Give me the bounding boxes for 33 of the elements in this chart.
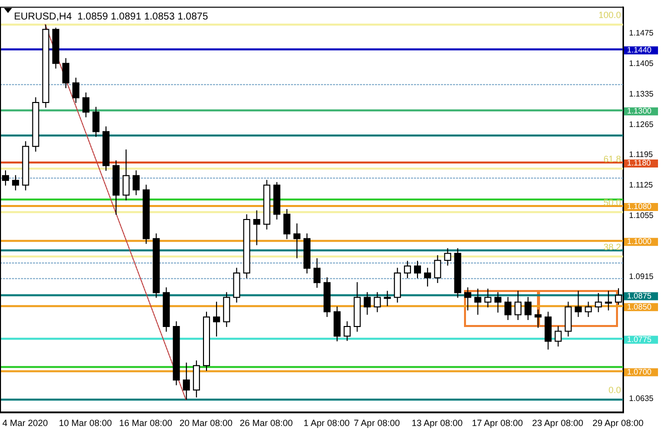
annotation: 100.0 bbox=[598, 10, 621, 20]
x-tick-label: 13 Apr 08:00 bbox=[412, 418, 463, 428]
ref-line-label: 1.1000 bbox=[627, 237, 652, 246]
y-tick-label: 1.1265 bbox=[629, 120, 654, 129]
x-tick-label: 23 Apr 08:00 bbox=[532, 418, 584, 428]
y-tick-label: 1.1335 bbox=[629, 89, 654, 98]
ref-line-label: 1.0700 bbox=[627, 368, 652, 377]
x-tick-label: 17 Apr 08:00 bbox=[472, 418, 523, 428]
x-tick-label: 4 Mar 2020 bbox=[2, 418, 48, 428]
y-tick-label: 1.1055 bbox=[629, 211, 654, 220]
x-tick-label: 16 Mar 08:00 bbox=[119, 418, 172, 428]
text: EURUSD,H4 1.0859 1.0891 1.0853 1.0875 bbox=[14, 12, 208, 23]
y-tick-label: 1.1475 bbox=[629, 28, 654, 38]
x-tick-label: 26 Mar 08:00 bbox=[240, 418, 293, 428]
x-tick-label: 20 Mar 08:00 bbox=[179, 418, 233, 428]
ref-line-label: 1.1180 bbox=[627, 158, 652, 168]
x-tick-label: 7 Apr 08:00 bbox=[354, 418, 400, 428]
y-tick-label: 1.1405 bbox=[629, 58, 654, 68]
x-tick-label: 10 Mar 08:00 bbox=[58, 418, 112, 428]
x-tick-label: 1 Apr 08:00 bbox=[304, 418, 350, 428]
y-tick-label: 1.1125 bbox=[629, 180, 654, 190]
ref-line-label: 1.0875 bbox=[627, 291, 652, 300]
annotation: 38.2 bbox=[603, 242, 621, 252]
y-tick-label: 1.0915 bbox=[629, 272, 654, 281]
ref-line-label: 1.0775 bbox=[627, 334, 652, 344]
y-tick-label: 1.1195 bbox=[629, 150, 654, 160]
ref-line-label: 1.0850 bbox=[627, 302, 652, 312]
ref-line-label: 1.1300 bbox=[627, 106, 652, 116]
ref-line-label: 1.1080 bbox=[627, 202, 652, 212]
y-tick-label: 1.0635 bbox=[629, 394, 654, 403]
ref-line-label: 1.1440 bbox=[627, 46, 652, 55]
annotation: 0.0 bbox=[608, 385, 621, 396]
x-tick-label: 29 Apr 08:00 bbox=[592, 418, 644, 428]
